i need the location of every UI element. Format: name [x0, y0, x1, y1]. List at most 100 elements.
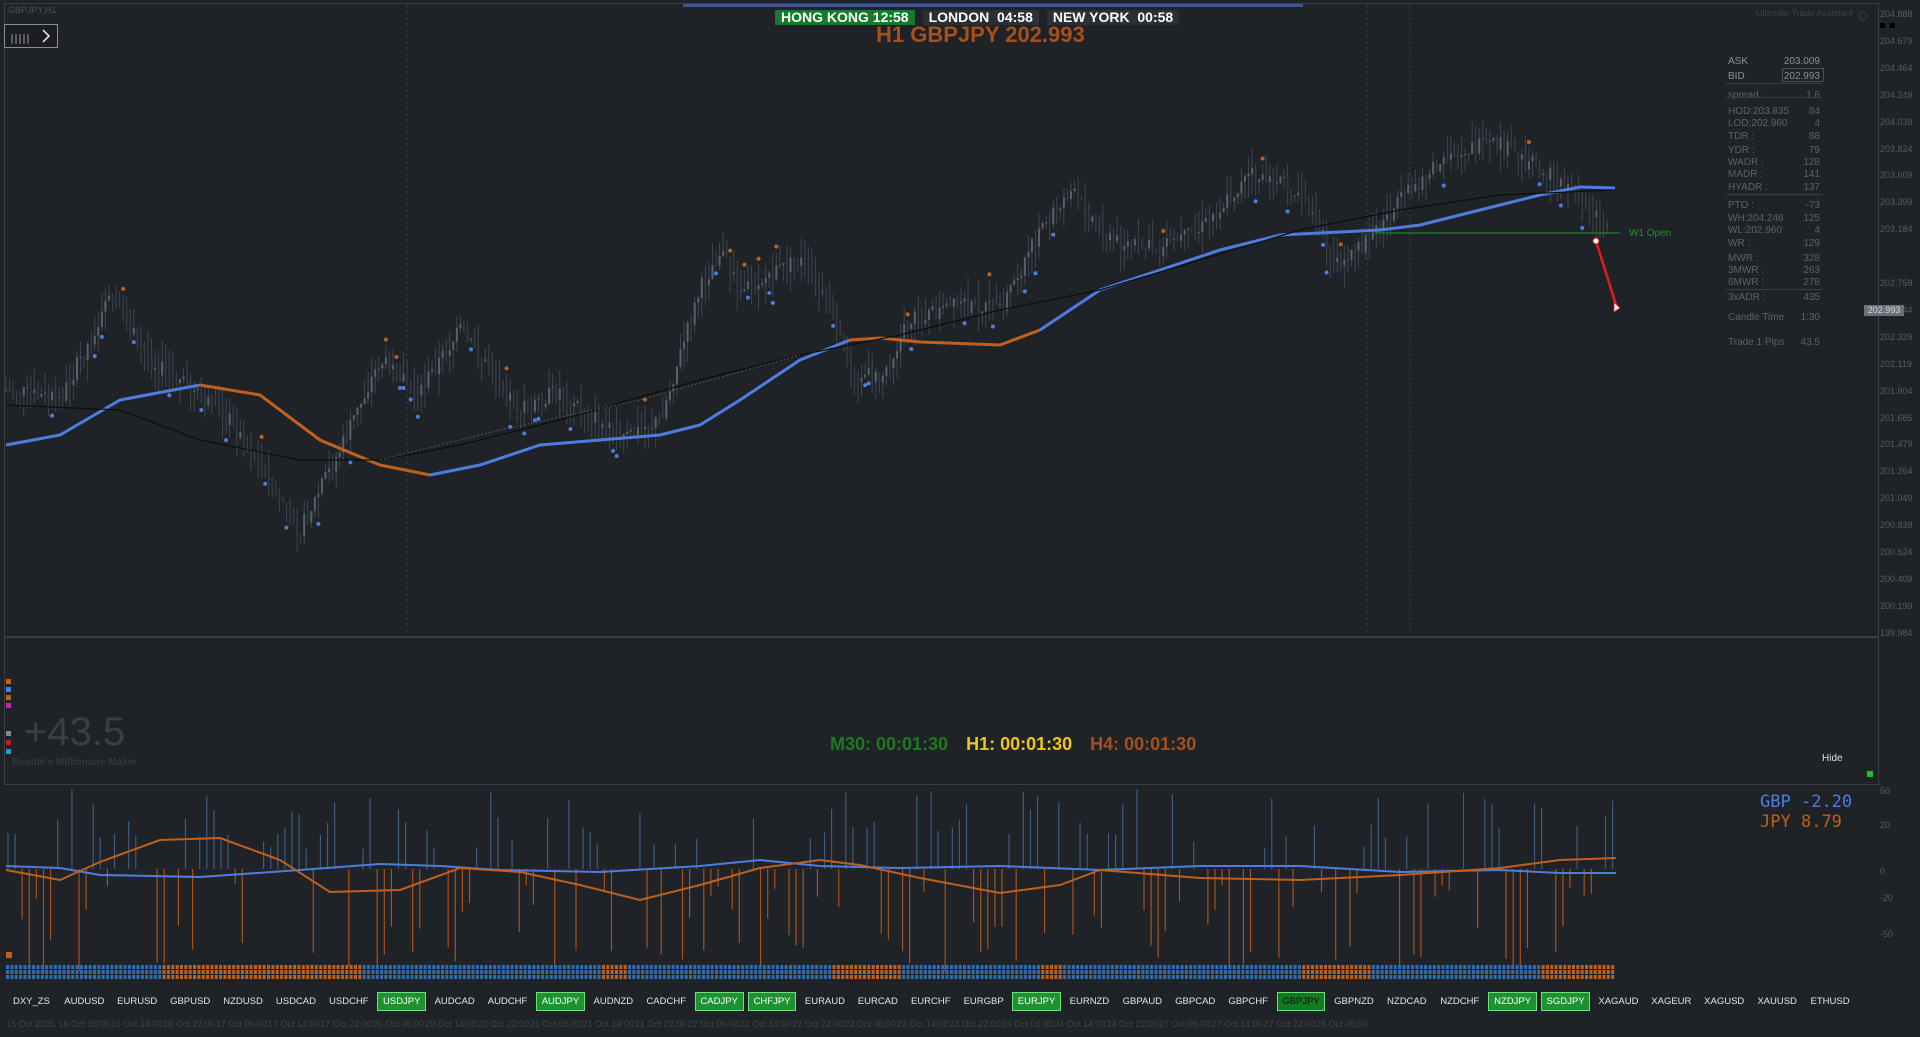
candle-body — [1215, 214, 1218, 219]
symbol-button-audjpy[interactable]: AUDJPY — [536, 992, 585, 1011]
signal-dot — [745, 295, 750, 300]
symbol-button-xagaud[interactable]: XAGAUD — [1598, 996, 1639, 1007]
heat-cell — [1515, 970, 1519, 974]
symbol-button-eurjpy[interactable]: EURJPY — [1012, 992, 1061, 1011]
symbol-button-gbpaud[interactable]: GBPAUD — [1122, 996, 1163, 1007]
symbol-button-gbpcad[interactable]: GBPCAD — [1175, 996, 1216, 1007]
heat-cell — [1224, 965, 1227, 969]
heat-cell — [823, 965, 827, 969]
symbol-button-eurgbp[interactable]: EURGBP — [963, 996, 1004, 1007]
symbol-button-gbpusd[interactable]: GBPUSD — [170, 996, 211, 1007]
signal-dot — [1161, 228, 1166, 233]
candle-body — [899, 338, 902, 352]
heat-cell — [1023, 970, 1027, 974]
heat-cell — [858, 970, 862, 974]
info-value: 435 — [1803, 292, 1820, 303]
heat-cell — [106, 975, 110, 979]
heat-cell — [593, 970, 597, 974]
symbol-button-cadjpy[interactable]: CADJPY — [694, 992, 744, 1011]
symbol-button-audcad[interactable]: AUDCAD — [434, 996, 475, 1007]
symbol-button-audusd[interactable]: AUDUSD — [64, 996, 105, 1007]
symbol-button-ethusd[interactable]: ETHUSD — [1810, 996, 1850, 1007]
heat-cell — [1315, 970, 1319, 974]
heat-cell — [332, 970, 336, 974]
candle-body — [864, 374, 867, 378]
heat-cell — [902, 970, 906, 974]
heat-cell — [945, 965, 949, 969]
heat-cell — [1219, 970, 1223, 974]
symbol-button-nzdcad[interactable]: NZDCAD — [1387, 996, 1427, 1007]
symbol-button-gbpnzd[interactable]: GBPNZD — [1334, 996, 1374, 1007]
heat-cell — [1606, 965, 1610, 969]
heat-cell — [971, 965, 975, 969]
heat-cell — [936, 965, 940, 969]
heat-cell — [1524, 975, 1528, 979]
heat-cell — [1041, 975, 1045, 979]
heat-cell — [1541, 965, 1545, 969]
symbol-button-xageur[interactable]: XAGEUR — [1651, 996, 1692, 1007]
candle-body — [913, 311, 916, 324]
symbol-button-usdjpy[interactable]: USDJPY — [377, 992, 427, 1011]
symbol-button-gbpjpy[interactable]: GBPJPY — [1276, 992, 1326, 1011]
candle-body — [1126, 241, 1129, 247]
heat-cell — [1358, 970, 1362, 974]
symbol-button-xauusd[interactable]: XAUUSD — [1757, 996, 1797, 1007]
heat-cell — [597, 975, 601, 979]
symbol-button-xagusd[interactable]: XAGUSD — [1704, 996, 1745, 1007]
symbol-button-eurchf[interactable]: EURCHF — [910, 996, 951, 1007]
symbol-button-nzdchf[interactable]: NZDCHF — [1440, 996, 1480, 1007]
heat-cell — [1289, 970, 1293, 974]
heat-cell — [558, 975, 562, 979]
symbol-button-dxy_zs[interactable]: DXY_ZS — [12, 996, 50, 1007]
candle-body — [800, 257, 803, 266]
symbol-button-eurusd[interactable]: EURUSD — [117, 996, 158, 1007]
heat-cell — [127, 970, 131, 974]
symbol-button-chfjpy[interactable]: CHFJPY — [747, 992, 797, 1011]
heat-cell — [114, 975, 118, 979]
candle-body — [963, 298, 966, 302]
heat-cell — [980, 975, 984, 979]
heat-cell — [793, 975, 797, 979]
symbol-button-sgdjpy[interactable]: SGDJPY — [1541, 992, 1590, 1011]
heat-cell — [397, 970, 401, 974]
heat-cell — [101, 970, 105, 974]
hide-button[interactable]: Hide — [1822, 753, 1843, 764]
symbol-button-eurnzd[interactable]: EURNZD — [1069, 996, 1110, 1007]
signal-dot — [1022, 289, 1027, 294]
candle-body — [129, 324, 132, 335]
symbol-button-eurcad[interactable]: EURCAD — [857, 996, 898, 1007]
candle-body — [47, 392, 50, 400]
heat-cell — [145, 970, 149, 974]
heat-cell — [227, 965, 231, 969]
price-tick: 199.984 — [1880, 627, 1913, 638]
symbol-button-euraud[interactable]: EURAUD — [804, 996, 845, 1007]
heat-cell — [545, 970, 549, 974]
symbol-button-gbpchf[interactable]: GBPCHF — [1228, 996, 1268, 1007]
candle-body — [1091, 216, 1094, 223]
symbol-button-nzdusd[interactable]: NZDUSD — [223, 996, 263, 1007]
heat-cell — [889, 975, 893, 979]
candle-body — [1048, 221, 1051, 225]
candle-body — [1378, 225, 1381, 229]
heat-cell — [1054, 965, 1058, 969]
symbol-button-usdcad[interactable]: USDCAD — [275, 996, 316, 1007]
symbol-button-audnzd[interactable]: AUDNZD — [593, 996, 634, 1007]
heat-cell — [849, 965, 853, 969]
symbol-button-nzdjpy[interactable]: NZDJPY — [1488, 992, 1538, 1011]
heat-cell — [610, 970, 614, 974]
candle-body — [1055, 207, 1058, 211]
heat-cell — [906, 975, 910, 979]
info-icon[interactable] — [1858, 8, 1868, 26]
heat-cell — [153, 970, 157, 974]
heat-cell — [1245, 965, 1249, 969]
panel-toggle-button[interactable] — [4, 24, 58, 48]
session-progress-bar — [683, 4, 1303, 7]
symbol-button-audchf[interactable]: AUDCHF — [487, 996, 528, 1007]
heat-cell — [6, 975, 9, 979]
symbol-button-cadchf[interactable]: CADCHF — [646, 996, 687, 1007]
candle-body — [750, 281, 753, 290]
heat-cell — [1454, 965, 1458, 969]
candle-body — [374, 369, 377, 377]
symbol-button-usdchf[interactable]: USDCHF — [329, 996, 369, 1007]
date-tick: 22 Oct 22:00 — [792, 1019, 844, 1029]
